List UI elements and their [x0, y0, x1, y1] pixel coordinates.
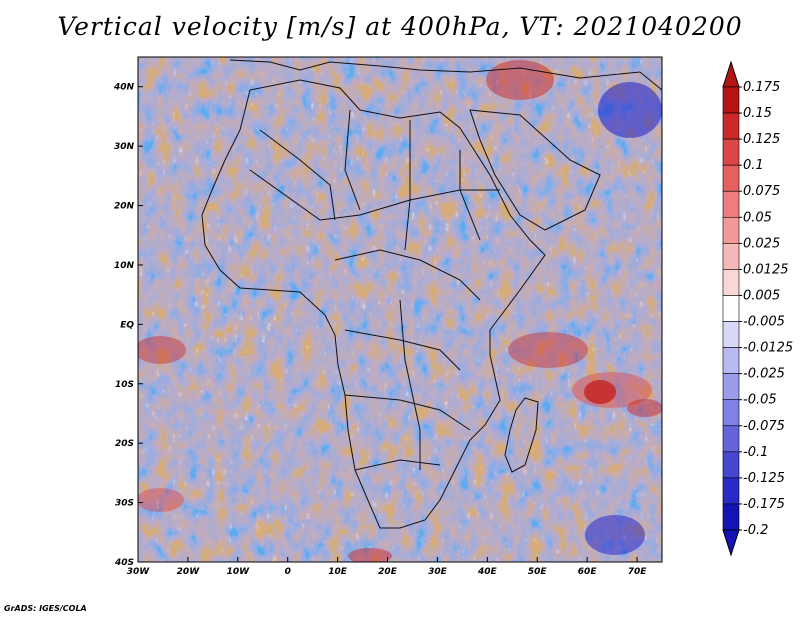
colorbar-swatch	[722, 112, 740, 140]
colorbar-swatch	[722, 347, 740, 374]
colorbar-label: -0.175	[743, 497, 785, 512]
colorbar-swatch	[722, 243, 740, 270]
colorbar-label: -0.125	[743, 471, 785, 486]
colorbar-swatch	[722, 503, 740, 531]
lat-tick-label: 10S	[115, 380, 134, 390]
lon-tick-label: 40E	[477, 567, 498, 577]
lon-tick-label: 30E	[428, 567, 448, 577]
lon-tick-label: 30W	[127, 567, 151, 577]
colorbar-label: -0.1	[743, 445, 768, 460]
colorbar-swatch	[722, 425, 740, 453]
lon-tick-label: 20W	[177, 567, 201, 577]
colorbar-label: 0.15	[743, 106, 772, 121]
lat-tick-label: 40S	[114, 558, 134, 568]
colorbar: 0.175 0.15 0.125 0.1 0.075 0.05 0.025 0.0125 0.0…	[722, 60, 793, 557]
colorbar-swatch	[722, 295, 740, 322]
colorbar-swatch	[722, 321, 740, 348]
colorbar-label: 0.025	[743, 236, 780, 251]
colorbar-label: -0.2	[743, 523, 768, 538]
velocity-field	[138, 57, 662, 562]
lon-tick-label: 0	[285, 567, 291, 577]
colorbar-swatch	[722, 399, 740, 427]
lon-tick-label: 60E	[578, 567, 598, 577]
lon-tick-label: 10W	[227, 567, 251, 577]
colorbar-label: -0.025	[743, 367, 785, 382]
europe-coastline	[229, 59, 662, 91]
colorbar-label: 0.075	[743, 184, 780, 199]
plot-frame	[137, 56, 663, 563]
colorbar-swatch	[722, 190, 740, 218]
colorbar-label: 0.05	[743, 210, 772, 225]
madagascar-coastline	[504, 397, 539, 473]
longitude-axis: 30W 20W 10W 0 10E 20E 30E 40E 50E 60E 70E	[127, 557, 647, 577]
colorbar-label: -0.05	[743, 393, 777, 408]
colorbar-swatch	[722, 216, 740, 244]
colorbar-label: 0.005	[743, 288, 780, 303]
colorbar-label: 0.1	[743, 158, 764, 173]
coastlines	[201, 59, 662, 529]
colorbar-swatch	[722, 86, 740, 114]
colorbar-label: -0.005	[743, 315, 785, 330]
colorbar-label: 0.0125	[743, 262, 789, 277]
africa-coastline	[201, 79, 546, 529]
colorbar-label: -0.0125	[743, 341, 793, 356]
lat-tick-label: EQ	[120, 320, 134, 330]
colorbar-swatch	[722, 164, 740, 192]
colorbar-max-arrow	[722, 60, 740, 88]
lon-tick-label: 70E	[628, 567, 648, 577]
lat-tick-label: 20N	[114, 202, 135, 212]
lat-tick-label: 20S	[115, 439, 134, 449]
lon-tick-label: 10E	[328, 567, 348, 577]
lat-tick-label: 30N	[114, 142, 135, 152]
grads-credit: GrADS: IGES/COLA	[4, 604, 87, 613]
colorbar-swatch	[722, 477, 740, 505]
colorbar-swatch	[722, 451, 740, 479]
colorbar-label: -0.075	[743, 419, 785, 434]
colorbar-swatch	[722, 269, 740, 296]
chart-title: Vertical velocity [m/s] at 400hPa, VT: 2…	[57, 12, 743, 41]
arabia-coastline	[469, 109, 601, 231]
colorbar-swatch	[722, 373, 740, 401]
latitude-axis: 40N 30N 20N 10N EQ 10S 20S 30S 40S	[113, 83, 143, 568]
colorbar-swatch	[722, 138, 740, 166]
lat-tick-label: 40N	[113, 83, 135, 93]
colorbar-label: 0.125	[743, 132, 780, 147]
colorbar-label: 0.175	[743, 80, 780, 95]
colorbar-min-arrow	[722, 529, 740, 557]
lon-tick-label: 50E	[528, 567, 548, 577]
lat-tick-label: 10N	[114, 261, 135, 271]
lon-tick-label: 20E	[378, 567, 398, 577]
lat-tick-label: 30S	[115, 499, 134, 509]
